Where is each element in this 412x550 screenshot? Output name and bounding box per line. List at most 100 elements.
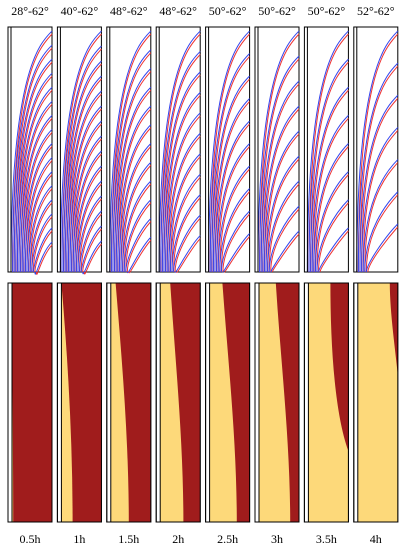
angle-label: 48°-62°: [110, 4, 148, 18]
contour-line: [82, 240, 102, 275]
contour-line: [174, 217, 201, 273]
contour-line: [31, 213, 53, 273]
time-label: 3h: [271, 532, 283, 546]
contour-line: [217, 165, 250, 273]
contour-line: [59, 30, 102, 273]
contour-line: [171, 194, 201, 273]
contour-line: [268, 205, 300, 273]
angle-label: 50°-62°: [209, 4, 247, 18]
contour-line: [318, 202, 349, 273]
contour-line: [362, 130, 399, 273]
panel-border: [303, 282, 349, 523]
contour-line: [120, 161, 152, 273]
contour-line: [262, 105, 300, 273]
contour-line: [128, 239, 152, 274]
contour-line: [267, 158, 300, 273]
time-label: 0.5h: [20, 532, 41, 546]
contour-line: [209, 53, 250, 273]
contour-line: [319, 230, 349, 273]
contour-line: [80, 213, 102, 273]
contour-line: [361, 127, 399, 273]
contour-line: [364, 191, 399, 273]
contour-line: [66, 90, 102, 273]
contour-line: [171, 176, 201, 273]
contour-line: [308, 58, 349, 273]
time-label: 2.5h: [217, 532, 238, 546]
contour-line: [18, 100, 53, 273]
contour-line: [26, 171, 53, 273]
phase-red: [12, 283, 52, 522]
contour-line: [122, 180, 152, 273]
contour-line: [158, 30, 201, 273]
contour-line: [265, 133, 300, 273]
contour-line: [260, 58, 300, 273]
phase-yellow: [160, 283, 184, 522]
contour-line: [64, 75, 102, 273]
contour-line: [306, 30, 349, 273]
contour-line: [219, 188, 250, 273]
contour-line: [260, 80, 300, 273]
panel-border: [7, 282, 53, 523]
contour-line: [69, 120, 102, 273]
contour-line: [263, 130, 300, 273]
contour-line: [125, 218, 152, 273]
contour-line: [123, 183, 152, 273]
phase-yellow: [110, 283, 129, 522]
contour-line: [365, 194, 399, 273]
contour-line: [224, 236, 250, 273]
contour-line: [212, 98, 250, 273]
panel-border: [56, 282, 102, 523]
contour-line: [72, 150, 102, 273]
angle-label: 28°-62°: [11, 4, 49, 18]
contour-line: [23, 143, 53, 273]
contour-line: [361, 97, 399, 273]
angle-label: 52°-62°: [357, 4, 395, 18]
contour-line: [267, 180, 300, 273]
contour-line: [28, 185, 53, 273]
contour-line: [364, 162, 399, 273]
contour-line: [168, 153, 201, 273]
contour-line: [357, 33, 399, 273]
contour-line: [34, 230, 53, 273]
contour-line: [163, 92, 201, 273]
contour-line: [311, 89, 349, 273]
contour-line: [219, 168, 250, 273]
contour-line: [67, 105, 102, 273]
contour-line: [310, 61, 349, 273]
contour-line: [166, 132, 201, 273]
contour-line: [263, 108, 300, 273]
contour-line: [169, 173, 201, 273]
contour-line: [362, 159, 399, 273]
contour-line: [126, 236, 152, 274]
contour-line: [29, 199, 53, 273]
contour-line: [313, 143, 349, 273]
time-label: 1h: [73, 532, 85, 546]
contour-line: [160, 51, 201, 273]
angle-label: 40°-62°: [61, 4, 99, 18]
panel-border: [353, 282, 399, 523]
contour-line: [161, 71, 201, 273]
contour-line: [265, 155, 300, 273]
contour-line: [214, 120, 250, 273]
contour-line: [270, 230, 300, 273]
contour-line: [365, 223, 399, 273]
contour-line: [82, 228, 102, 273]
contour-line: [259, 55, 300, 273]
phase-yellow: [209, 283, 237, 522]
panel-border: [155, 282, 201, 523]
contour-line: [20, 115, 53, 273]
phase-yellow: [61, 283, 73, 522]
contour-line: [32, 227, 53, 273]
contour-line: [10, 30, 53, 273]
contour-line: [118, 143, 152, 273]
contour-line: [314, 146, 349, 273]
contour-line: [313, 118, 349, 273]
contour-line: [318, 227, 349, 273]
phase-yellow: [259, 283, 291, 522]
contour-line: [359, 94, 399, 273]
contour-line: [125, 202, 152, 273]
contour-line: [12, 44, 53, 273]
contour-line: [15, 72, 53, 273]
contour-panel: [155, 26, 201, 273]
contour-line: [165, 112, 201, 273]
